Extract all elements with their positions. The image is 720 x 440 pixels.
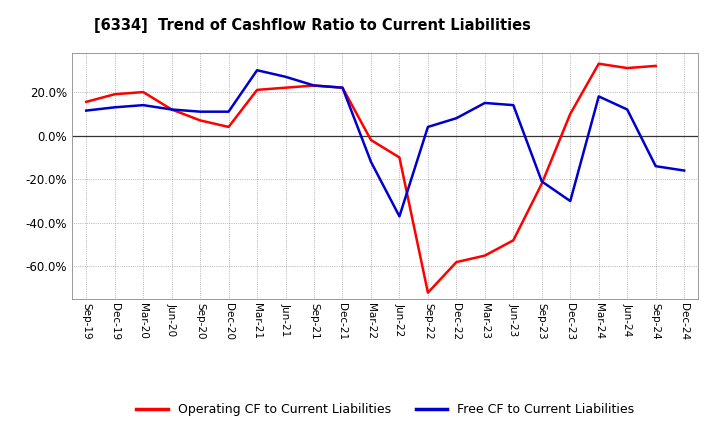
- Text: [6334]  Trend of Cashflow Ratio to Current Liabilities: [6334] Trend of Cashflow Ratio to Curren…: [94, 18, 531, 33]
- Legend: Operating CF to Current Liabilities, Free CF to Current Liabilities: Operating CF to Current Liabilities, Fre…: [131, 398, 639, 421]
